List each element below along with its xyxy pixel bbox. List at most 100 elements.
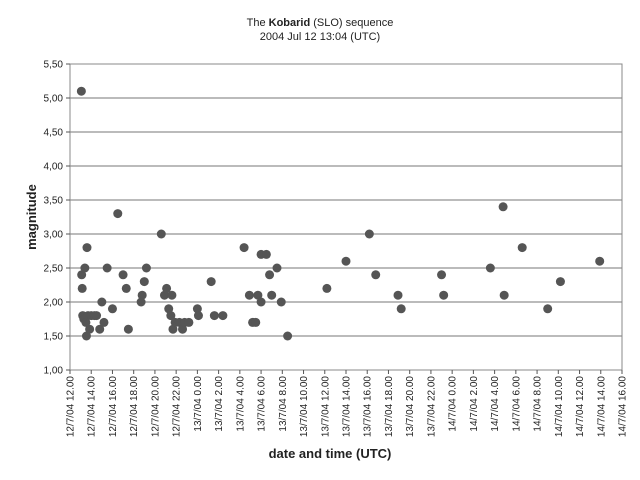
data-point [77,270,87,280]
data-point [99,317,109,327]
data-point [193,311,203,321]
data-points [76,86,605,341]
y-tick-label: 1,50 [44,332,64,343]
x-axis-label: date and time (UTC) [269,446,392,461]
x-tick-label: 12/7/04 22.00 [172,376,183,438]
y-tick-label: 1,00 [44,366,64,377]
data-point [118,270,128,280]
data-point [164,304,174,314]
x-tick-label: 14/7/04 8.00 [533,376,544,432]
x-tick-label: 12/7/04 20.00 [150,376,161,438]
data-point [244,290,254,300]
x-tick-label: 13/7/04 4.00 [235,376,246,432]
data-point [139,277,149,287]
data-point [102,263,112,273]
data-point [81,331,91,341]
chart-subtitle: 2004 Jul 12 13:04 (UTC) [260,31,380,43]
y-tick-label: 2,50 [44,264,64,275]
data-point [267,290,277,300]
data-point [283,331,293,341]
data-point [141,263,151,273]
data-point [162,283,172,293]
data-point [95,324,105,334]
data-point [97,297,107,307]
data-point [123,324,133,334]
x-tick-label: 12/7/04 18.00 [129,376,140,438]
data-point [276,297,286,307]
data-point [113,209,123,219]
chart-title: The Kobarid (SLO) sequence [247,17,394,29]
data-point [166,311,176,321]
y-tick-label: 3,50 [44,196,64,207]
data-point [555,277,565,287]
x-tick-label: 13/7/04 16.00 [363,376,374,438]
data-point [107,304,117,314]
data-point [85,324,95,334]
x-tick-label: 14/7/04 6.00 [511,376,522,432]
data-point [92,311,102,321]
data-point [272,263,282,273]
data-point [136,297,146,307]
gridlines [70,63,622,371]
y-tick-label: 5,00 [44,94,64,105]
x-tick-label: 14/7/04 14.00 [596,376,607,438]
data-point [499,290,509,300]
data-point [393,290,403,300]
data-point [159,290,169,300]
data-point [261,249,271,259]
y-tick-label: 5,50 [44,60,64,71]
x-tick-label: 14/7/04 16.00 [618,376,629,438]
data-point [498,202,508,212]
x-tick-label: 13/7/04 10.00 [299,376,310,438]
x-tick-label: 13/7/04 0.00 [193,376,204,432]
data-point [77,283,87,293]
data-point [595,256,605,266]
x-tick-label: 14/7/04 4.00 [490,376,501,432]
x-tick-label: 12/7/04 14.00 [87,376,98,438]
data-point [517,243,527,253]
data-point [80,263,90,273]
data-point [256,297,266,307]
x-tick-label: 12/7/04 16.00 [108,376,119,438]
x-tick-label: 14/7/04 10.00 [554,376,565,438]
y-tick-label: 4,50 [44,128,64,139]
data-point [322,283,332,293]
data-point [81,317,91,327]
data-point [439,290,449,300]
data-point [437,270,447,280]
data-point [265,270,275,280]
x-tick-label: 13/7/04 22.00 [426,376,437,438]
y-tick-label: 2,00 [44,298,64,309]
data-point [121,283,131,293]
y-axis-label: magnitude [24,184,39,250]
data-point [485,263,495,273]
x-tick-label: 12/7/04 12.00 [66,376,77,438]
y-tick-label: 3,00 [44,230,64,241]
data-point [168,324,178,334]
data-point [192,304,202,314]
x-tick-label: 13/7/04 18.00 [384,376,395,438]
data-point [251,317,261,327]
data-point [396,304,406,314]
data-point [167,290,177,300]
plot-area-border [69,63,623,371]
x-tick-label: 14/7/04 0.00 [448,376,459,432]
y-axis-ticks: 1,00 1,50 2,00 2,50 3,00 3,50 4,00 4,50 5,00 5,50 [44,60,70,377]
x-tick-label: 13/7/04 6.00 [257,376,268,432]
x-tick-label: 14/7/04 12.00 [575,376,586,438]
x-tick-label: 13/7/04 2.00 [214,376,225,432]
data-point [178,324,188,334]
x-tick-label: 13/7/04 14.00 [342,376,353,438]
x-axis-ticks: 12/7/04 12.00 12/7/04 14.00 12/7/04 16.00 1… [66,370,629,437]
data-point [209,311,219,321]
data-point [76,86,86,96]
data-point [364,229,374,239]
data-point [206,277,216,287]
data-point [218,311,228,321]
data-point [184,317,194,327]
data-point [137,290,147,300]
data-point [239,243,249,253]
data-point [341,256,351,266]
data-point [253,290,263,300]
